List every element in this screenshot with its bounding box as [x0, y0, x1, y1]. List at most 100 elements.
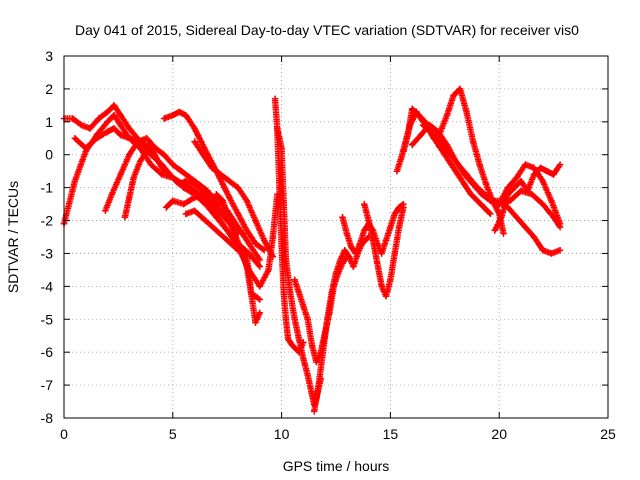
data-point: [200, 151, 207, 158]
data-point: [152, 144, 159, 152]
data-point: [239, 250, 246, 257]
data-point: [374, 260, 381, 267]
data-point: [269, 253, 277, 260]
series-track-14: [291, 253, 351, 366]
data-point: [522, 161, 529, 168]
data-point: [300, 355, 307, 362]
data-point: [121, 214, 129, 221]
data-point: [260, 237, 268, 244]
data-point: [513, 214, 520, 221]
data-point: [160, 115, 168, 122]
data-point: [339, 260, 346, 267]
data-point: [308, 342, 316, 349]
data-point: [378, 250, 385, 257]
data-point: [315, 381, 322, 389]
data-point: [517, 177, 525, 185]
y-tick-label: 0: [45, 147, 53, 163]
data-point: [341, 246, 348, 254]
data-point: [126, 151, 133, 158]
data-point: [469, 138, 477, 145]
data-point: [195, 181, 203, 188]
data-point: [343, 230, 351, 237]
data-point: [176, 108, 183, 116]
data-point: [86, 125, 94, 132]
data-point: [117, 121, 124, 129]
data-point: [282, 316, 290, 323]
data-point: [110, 125, 118, 132]
x-tick-label: 5: [169, 426, 177, 442]
data-point: [404, 131, 412, 139]
data-point: [265, 266, 272, 274]
series-track-16: [361, 200, 407, 300]
data-point: [400, 204, 407, 211]
data-point: [387, 276, 394, 283]
data-point: [245, 240, 253, 247]
data-point: [169, 174, 176, 181]
data-point: [350, 263, 357, 270]
data-point: [369, 237, 377, 244]
data-point: [219, 197, 227, 204]
data-point: [224, 237, 231, 244]
data-point: [417, 131, 425, 139]
data-point: [334, 270, 342, 277]
data-point: [260, 246, 268, 254]
data-point: [391, 210, 398, 218]
data-point: [252, 240, 259, 247]
data-point: [69, 115, 76, 122]
data-point: [202, 200, 209, 208]
data-point: [463, 171, 470, 178]
data-point: [269, 233, 277, 241]
data-point: [110, 102, 118, 109]
data-point: [143, 135, 150, 142]
data-point: [498, 214, 505, 221]
data-point: [117, 131, 124, 139]
data-point: [513, 174, 520, 181]
data-point: [435, 128, 442, 135]
data-point: [419, 121, 427, 129]
data-point: [234, 184, 242, 191]
plot-frame: [63, 55, 609, 419]
data-point: [252, 217, 259, 224]
x-tick-label: 20: [491, 426, 507, 442]
data-point: [422, 118, 429, 126]
data-point: [108, 191, 116, 198]
data-point: [311, 408, 318, 415]
series-track-21: [491, 161, 564, 234]
series-track-5: [121, 141, 155, 221]
data-point: [213, 227, 220, 234]
data-point: [556, 161, 564, 168]
data-point: [539, 246, 546, 254]
chart-title: Day 041 of 2015, Sidereal Day-to-day VTE…: [75, 22, 579, 38]
data-point: [147, 161, 155, 168]
data-point: [158, 171, 166, 178]
data-point: [117, 171, 124, 178]
data-point: [291, 316, 298, 323]
data-point: [448, 161, 455, 168]
data-point: [271, 95, 279, 102]
data-point: [556, 246, 564, 254]
data-point: [208, 164, 216, 172]
y-tick-label: 3: [45, 48, 53, 64]
data-point: [130, 174, 137, 181]
data-point: [226, 194, 233, 201]
data-point: [474, 197, 481, 204]
data-point: [213, 214, 220, 221]
data-point: [136, 158, 144, 165]
data-point: [252, 319, 259, 326]
data-point: [82, 144, 89, 152]
data-point: [256, 296, 264, 303]
series-track-15: [339, 200, 407, 257]
y-tick-label: -6: [41, 344, 54, 360]
data-point: [226, 177, 233, 185]
data-point: [539, 200, 546, 208]
data-point: [295, 348, 303, 356]
data-point: [134, 138, 142, 145]
data-point: [441, 151, 448, 158]
data-point: [524, 187, 531, 195]
data-point: [256, 283, 264, 290]
data-point: [539, 177, 546, 185]
data-point: [191, 194, 198, 201]
data-point: [104, 118, 111, 126]
data-point: [441, 144, 448, 152]
